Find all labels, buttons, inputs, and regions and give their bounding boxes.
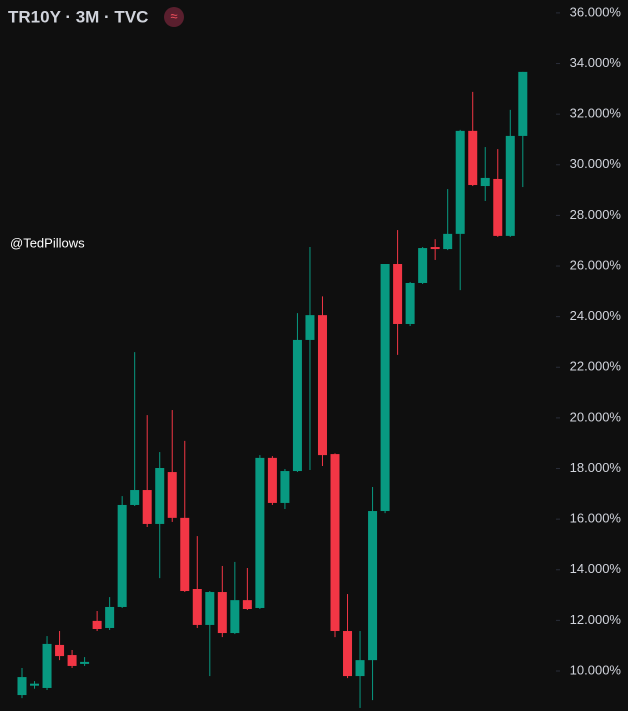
candle-body bbox=[217, 592, 227, 634]
candle-body bbox=[418, 248, 428, 283]
y-tick-label: 12.000% bbox=[570, 612, 622, 627]
candle-body bbox=[305, 315, 315, 340]
candle-body bbox=[180, 517, 190, 592]
y-tick-label: 22.000% bbox=[570, 359, 622, 374]
y-tick-label: 26.000% bbox=[570, 257, 622, 272]
candle-body bbox=[355, 660, 365, 677]
candle-body bbox=[167, 472, 177, 518]
candle-body bbox=[280, 471, 290, 503]
y-tick-label: 14.000% bbox=[570, 561, 622, 576]
candle-body bbox=[292, 339, 302, 472]
y-tick-label: 32.000% bbox=[570, 106, 622, 121]
candle-body bbox=[343, 631, 353, 677]
candle-body bbox=[405, 282, 415, 324]
watermark: @TedPillows bbox=[10, 235, 85, 250]
y-tick-label: 20.000% bbox=[570, 409, 622, 424]
candle-body bbox=[255, 457, 265, 608]
candle-body bbox=[230, 600, 240, 634]
candle-body bbox=[330, 454, 340, 632]
y-tick-label: 30.000% bbox=[570, 156, 622, 171]
candle-body bbox=[480, 177, 490, 187]
candle-body bbox=[92, 620, 102, 629]
candle-body bbox=[105, 606, 115, 628]
candle-body bbox=[455, 130, 465, 234]
candle-body bbox=[430, 247, 440, 250]
candle-body bbox=[67, 655, 77, 666]
candle-body bbox=[317, 315, 327, 456]
y-tick-label: 34.000% bbox=[570, 55, 622, 70]
candle-body bbox=[205, 592, 215, 625]
y-tick-label: 24.000% bbox=[570, 308, 622, 323]
candle-body bbox=[242, 600, 252, 609]
candle-body bbox=[493, 178, 503, 236]
candle-body bbox=[393, 263, 403, 324]
icon[interactable]: ≈ bbox=[170, 8, 177, 23]
candle-body bbox=[443, 233, 453, 250]
candle-body bbox=[30, 683, 40, 686]
candle-body bbox=[468, 130, 478, 186]
candle-body bbox=[267, 457, 277, 503]
candle-body bbox=[368, 511, 378, 661]
candle-body bbox=[55, 644, 65, 657]
y-tick-label: 36.000% bbox=[570, 4, 622, 19]
chart-title: TR10Y · 3M · TVC bbox=[8, 7, 148, 26]
candle-body bbox=[192, 588, 202, 625]
icon-badge[interactable] bbox=[164, 7, 184, 27]
y-tick-label: 10.000% bbox=[570, 662, 622, 677]
y-tick-label: 18.000% bbox=[570, 460, 622, 475]
candle-body bbox=[505, 135, 515, 236]
candle-body bbox=[80, 661, 90, 664]
candle-body bbox=[17, 677, 27, 696]
candle-body bbox=[130, 490, 140, 505]
y-tick-label: 16.000% bbox=[570, 511, 622, 526]
candle-body bbox=[142, 490, 152, 524]
candle-body bbox=[518, 71, 528, 136]
candle-body bbox=[117, 504, 127, 607]
candle-body bbox=[42, 643, 52, 688]
candle-body bbox=[380, 263, 390, 512]
candle-body bbox=[155, 468, 165, 524]
y-tick-label: 28.000% bbox=[570, 207, 622, 222]
